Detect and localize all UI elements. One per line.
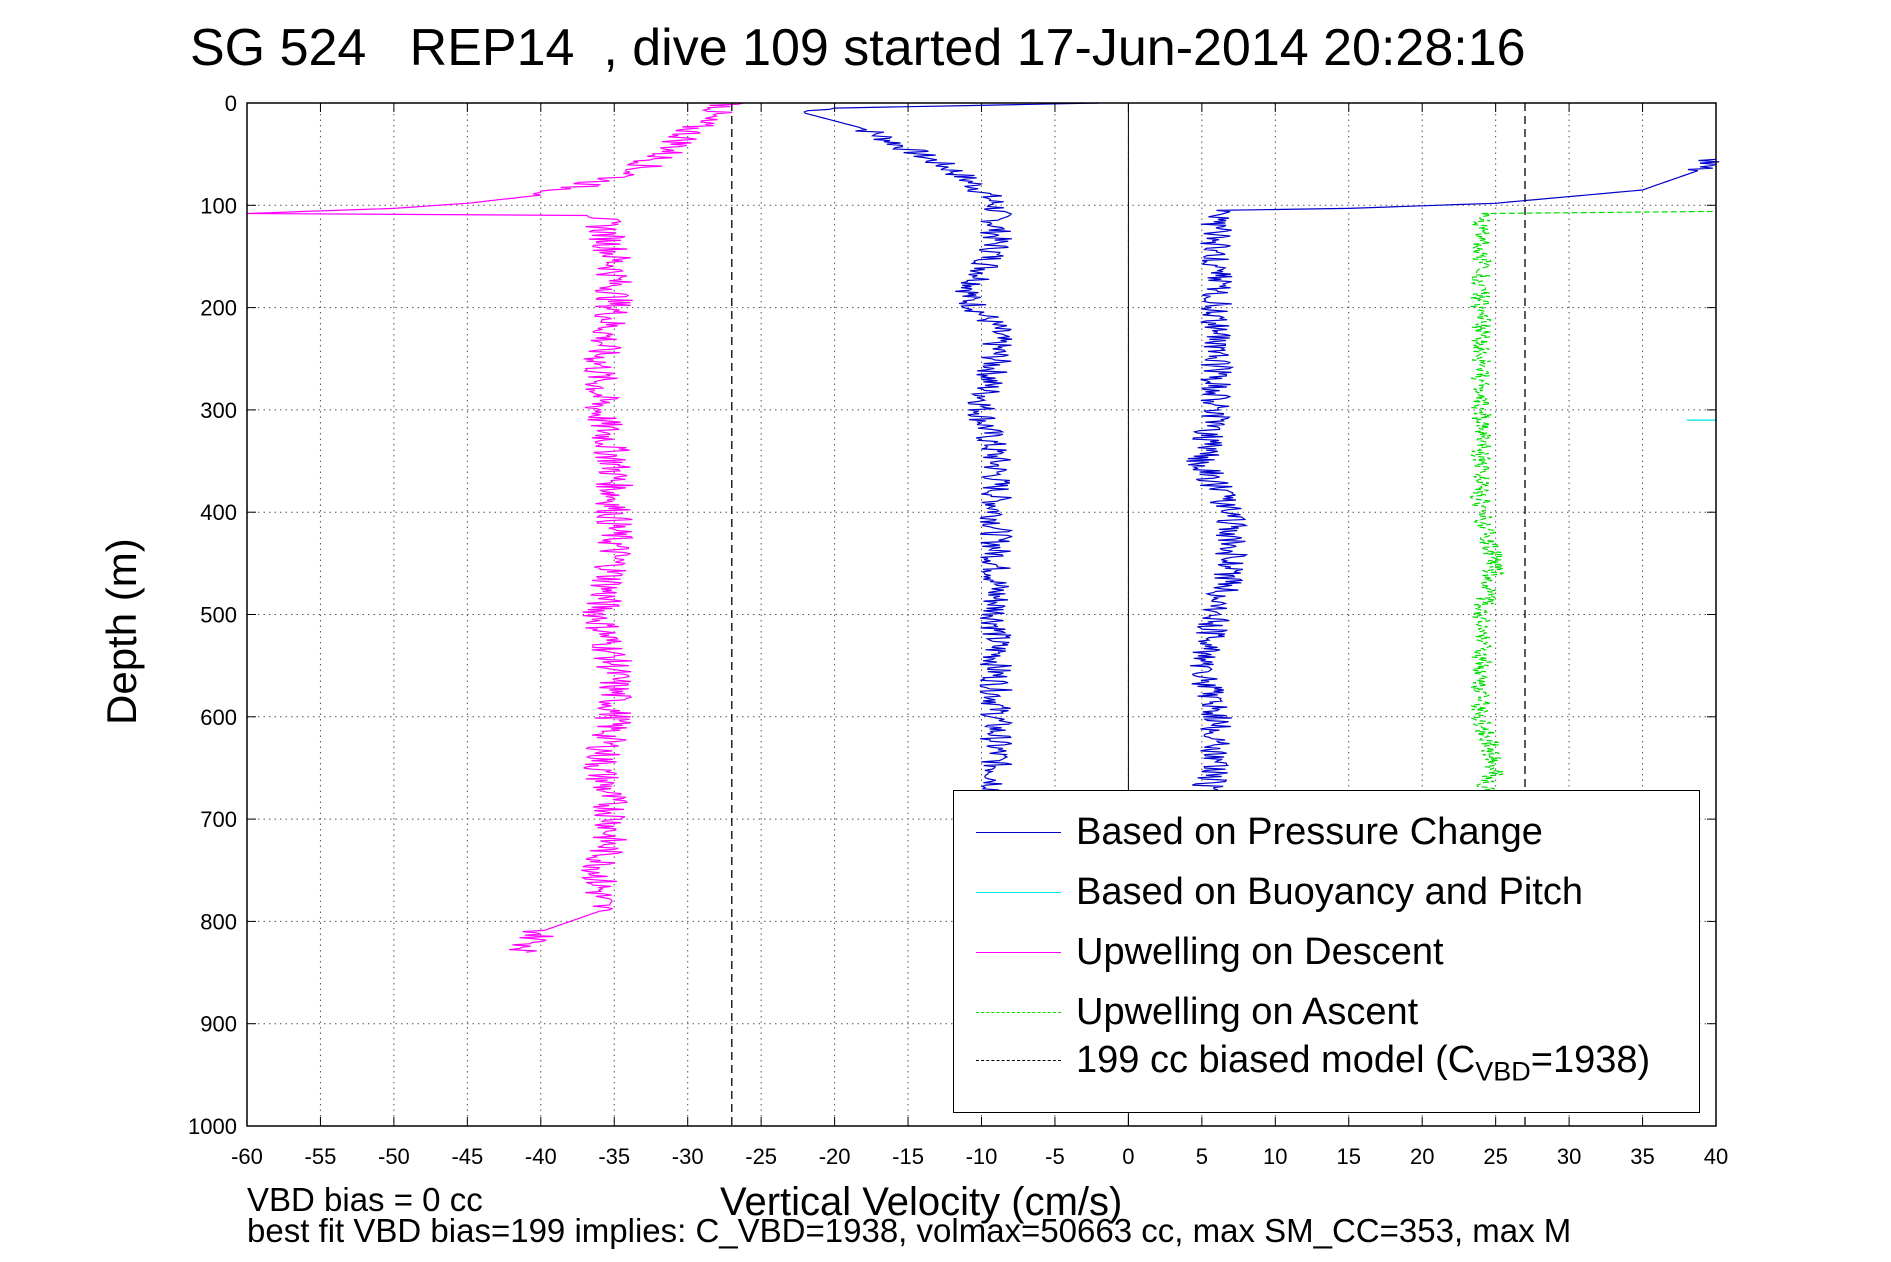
y-tick-label: 0 bbox=[225, 91, 237, 116]
series-line-3 bbox=[246, 102, 744, 953]
x-tick-label: -50 bbox=[378, 1144, 410, 1169]
y-tick-label: 500 bbox=[200, 603, 237, 628]
x-tick-label: 30 bbox=[1557, 1144, 1581, 1169]
legend-swatch-model bbox=[976, 1060, 1061, 1061]
legend-item-pressure: Based on Pressure Change bbox=[966, 803, 1686, 853]
x-tick-label: -25 bbox=[745, 1144, 777, 1169]
x-tick-label: -55 bbox=[305, 1144, 337, 1169]
chart-legend: Based on Pressure Change Based on Buoyan… bbox=[953, 790, 1700, 1113]
x-tick-label: 25 bbox=[1483, 1144, 1507, 1169]
legend-swatch-pressure bbox=[976, 832, 1061, 833]
x-tick-label: 20 bbox=[1410, 1144, 1434, 1169]
x-tick-label: -30 bbox=[672, 1144, 704, 1169]
series-line-4 bbox=[1469, 210, 1717, 800]
y-axis-label: Depth (m) bbox=[98, 538, 145, 725]
x-tick-label: -40 bbox=[525, 1144, 557, 1169]
y-tick-label: 1000 bbox=[188, 1114, 237, 1139]
x-tick-label: 40 bbox=[1704, 1144, 1728, 1169]
x-tick-label: -60 bbox=[231, 1144, 263, 1169]
y-tick-label: 700 bbox=[200, 807, 237, 832]
legend-label-descent: Upwelling on Descent bbox=[1076, 931, 1444, 973]
tick-layer: -60 -55 -50 -45 -40 -35 -30 -25 -20 -15 -10 -5 0 5 10 1… bbox=[188, 91, 1728, 1169]
legend-label-ascent: Upwelling on Ascent bbox=[1076, 991, 1419, 1033]
best-fit-note: best fit VBD bias=199 implies: C_VBD=193… bbox=[247, 1212, 1572, 1249]
x-tick-label: 10 bbox=[1263, 1144, 1287, 1169]
legend-swatch-buoyancy bbox=[976, 892, 1061, 893]
legend-item-buoyancy: Based on Buoyancy and Pitch bbox=[966, 863, 1686, 913]
x-tick-label: -45 bbox=[451, 1144, 483, 1169]
y-tick-label: 100 bbox=[200, 193, 237, 218]
x-axis-label: Vertical Velocity (cm/s) bbox=[720, 1180, 1123, 1224]
x-tick-label: -15 bbox=[892, 1144, 924, 1169]
y-tick-label: 400 bbox=[200, 500, 237, 525]
legend-item-model: 199 cc biased model (CVBD=1938) bbox=[966, 1031, 1686, 1087]
y-tick-label: 200 bbox=[200, 296, 237, 321]
legend-swatch-descent bbox=[976, 952, 1061, 953]
legend-label-pressure: Based on Pressure Change bbox=[1076, 811, 1543, 853]
series-line-1 bbox=[1186, 158, 1720, 800]
legend-label-model-pre: 199 cc biased model (C bbox=[1076, 1039, 1476, 1081]
x-tick-label: 0 bbox=[1122, 1144, 1134, 1169]
x-tick-label: -5 bbox=[1045, 1144, 1065, 1169]
x-tick-label: 5 bbox=[1196, 1144, 1208, 1169]
x-tick-label: -35 bbox=[598, 1144, 630, 1169]
legend-item-ascent: Upwelling on Ascent bbox=[966, 983, 1686, 1033]
legend-swatch-ascent bbox=[976, 1012, 1061, 1013]
legend-label-model-post: =1938) bbox=[1530, 1039, 1651, 1081]
legend-label-model: 199 cc biased model (CVBD=1938) bbox=[1076, 1039, 1650, 1088]
x-tick-label: 15 bbox=[1337, 1144, 1361, 1169]
x-tick-label: -20 bbox=[819, 1144, 851, 1169]
x-tick-label: 35 bbox=[1630, 1144, 1654, 1169]
legend-item-descent: Upwelling on Descent bbox=[966, 923, 1686, 973]
y-tick-label: 600 bbox=[200, 705, 237, 730]
y-tick-label: 300 bbox=[200, 398, 237, 423]
legend-label-buoyancy: Based on Buoyancy and Pitch bbox=[1076, 871, 1584, 913]
series-line-0 bbox=[803, 102, 1100, 820]
y-tick-label: 900 bbox=[200, 1012, 237, 1037]
y-tick-label: 800 bbox=[200, 909, 237, 934]
x-tick-label: -10 bbox=[966, 1144, 998, 1169]
chart-title: SG 524 REP14 , dive 109 started 17-Jun-2… bbox=[190, 19, 1526, 77]
vbd-bias-note: VBD bias = 0 cc bbox=[247, 1181, 483, 1218]
legend-label-model-sub: VBD bbox=[1475, 1056, 1531, 1087]
